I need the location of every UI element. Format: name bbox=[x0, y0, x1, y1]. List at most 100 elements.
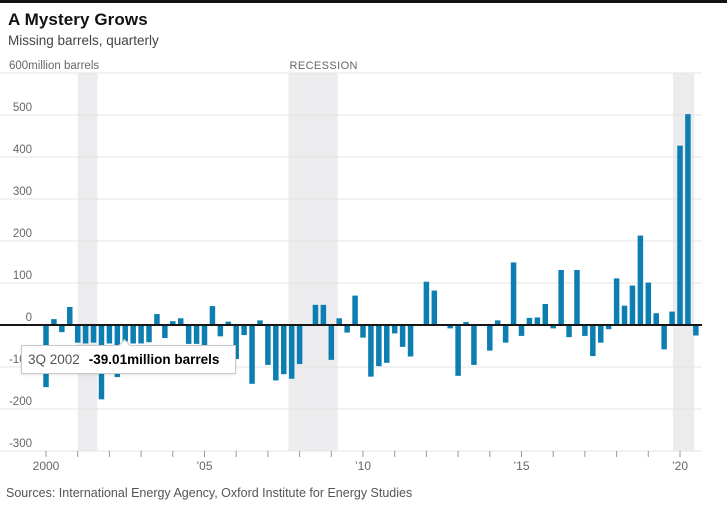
bar[interactable] bbox=[273, 325, 279, 381]
bar[interactable] bbox=[384, 325, 390, 363]
bar[interactable] bbox=[193, 325, 200, 344]
bar[interactable] bbox=[170, 321, 176, 325]
bar[interactable] bbox=[90, 325, 97, 343]
bar[interactable] bbox=[209, 306, 216, 325]
bar[interactable] bbox=[685, 114, 691, 325]
bar[interactable] bbox=[574, 269, 580, 325]
bar[interactable] bbox=[154, 314, 160, 325]
bar[interactable] bbox=[296, 325, 303, 365]
bar[interactable] bbox=[225, 321, 232, 325]
bar[interactable] bbox=[241, 325, 247, 336]
bar[interactable] bbox=[344, 325, 350, 333]
bar[interactable] bbox=[130, 325, 136, 344]
bar[interactable] bbox=[320, 304, 327, 325]
bar[interactable] bbox=[487, 325, 493, 351]
bar[interactable] bbox=[645, 282, 652, 325]
x-axis-label: ’05 bbox=[196, 459, 212, 473]
bar[interactable] bbox=[59, 325, 65, 333]
bar[interactable] bbox=[510, 262, 517, 325]
y-axis-label: 500 bbox=[13, 102, 32, 114]
bar[interactable] bbox=[360, 325, 366, 338]
x-axis-label: ’10 bbox=[355, 459, 371, 473]
bar[interactable] bbox=[526, 317, 533, 325]
bar[interactable] bbox=[328, 325, 335, 360]
bar[interactable] bbox=[518, 325, 525, 336]
bar[interactable] bbox=[471, 325, 477, 365]
y-axis-label: 100 bbox=[13, 270, 32, 282]
tooltip-value-label: -39.01million barrels bbox=[88, 352, 220, 367]
bar[interactable] bbox=[494, 320, 501, 325]
x-axis-label: ’15 bbox=[513, 459, 529, 473]
bar[interactable] bbox=[399, 325, 406, 347]
bar[interactable] bbox=[265, 325, 271, 365]
bar[interactable] bbox=[605, 325, 612, 330]
bar[interactable] bbox=[249, 325, 255, 384]
bar[interactable] bbox=[288, 325, 295, 379]
bar[interactable] bbox=[431, 290, 438, 325]
bar[interactable] bbox=[582, 325, 588, 336]
bar[interactable] bbox=[257, 320, 263, 325]
y-axis-label: 0 bbox=[26, 312, 32, 324]
bar[interactable] bbox=[637, 235, 644, 325]
bar[interactable] bbox=[233, 325, 239, 360]
bar[interactable] bbox=[146, 325, 152, 343]
y-axis-label: 300 bbox=[13, 186, 32, 198]
bar[interactable] bbox=[447, 325, 453, 329]
bar[interactable] bbox=[613, 278, 620, 325]
recession-band bbox=[673, 73, 695, 451]
bar[interactable] bbox=[669, 311, 675, 325]
bar[interactable] bbox=[201, 325, 208, 351]
tooltip: 3Q 2002 -39.01million barrels bbox=[21, 339, 236, 374]
bar[interactable] bbox=[590, 325, 596, 357]
bar[interactable] bbox=[534, 317, 541, 325]
bar[interactable] bbox=[67, 306, 73, 325]
bar[interactable] bbox=[312, 304, 319, 325]
tooltip-quarter-label: 3Q 2002 bbox=[28, 352, 80, 367]
bar[interactable] bbox=[162, 325, 168, 339]
bar[interactable] bbox=[51, 319, 57, 325]
x-axis-label: ’20 bbox=[672, 459, 688, 473]
x-axis-label: 2000 bbox=[33, 459, 60, 473]
bar[interactable] bbox=[502, 325, 509, 343]
bar[interactable] bbox=[138, 325, 144, 344]
bar-chart: 600million barrels5004003002001000-100-2… bbox=[0, 60, 702, 473]
bar[interactable] bbox=[621, 305, 628, 325]
bar[interactable] bbox=[185, 325, 192, 344]
bar[interactable] bbox=[566, 325, 572, 338]
bar[interactable] bbox=[391, 325, 398, 334]
bar[interactable] bbox=[407, 325, 414, 357]
bar[interactable] bbox=[677, 145, 683, 325]
bar[interactable] bbox=[74, 325, 81, 343]
recession-label: RECESSION bbox=[290, 60, 358, 72]
bar[interactable] bbox=[653, 313, 659, 325]
bar[interactable] bbox=[376, 325, 382, 367]
bar[interactable] bbox=[82, 325, 89, 344]
bar[interactable] bbox=[352, 295, 358, 325]
bar[interactable] bbox=[661, 325, 667, 350]
bar[interactable] bbox=[368, 325, 374, 377]
bar[interactable] bbox=[598, 325, 604, 343]
y-axis-label: 400 bbox=[13, 144, 32, 156]
bar[interactable] bbox=[177, 318, 184, 325]
chart-area: 600million barrels5004003002001000-100-2… bbox=[0, 58, 727, 473]
bar[interactable] bbox=[463, 322, 469, 325]
bar[interactable] bbox=[336, 318, 342, 325]
bar[interactable] bbox=[455, 325, 461, 376]
bar[interactable] bbox=[542, 304, 549, 325]
bar[interactable] bbox=[106, 325, 113, 344]
bar[interactable] bbox=[550, 325, 556, 329]
top-border-rule bbox=[0, 0, 727, 3]
bar[interactable] bbox=[122, 325, 129, 342]
bar[interactable] bbox=[281, 325, 287, 375]
bar[interactable] bbox=[423, 281, 430, 325]
chart-title: A Mystery Grows bbox=[8, 10, 148, 29]
bar[interactable] bbox=[693, 325, 699, 336]
recession-band bbox=[288, 73, 338, 451]
bar[interactable] bbox=[558, 269, 564, 325]
y-axis-label: -300 bbox=[9, 438, 32, 450]
bar[interactable] bbox=[217, 325, 224, 337]
recession-band bbox=[77, 73, 98, 451]
y-axis-label: 200 bbox=[13, 228, 32, 240]
bar[interactable] bbox=[629, 285, 636, 325]
